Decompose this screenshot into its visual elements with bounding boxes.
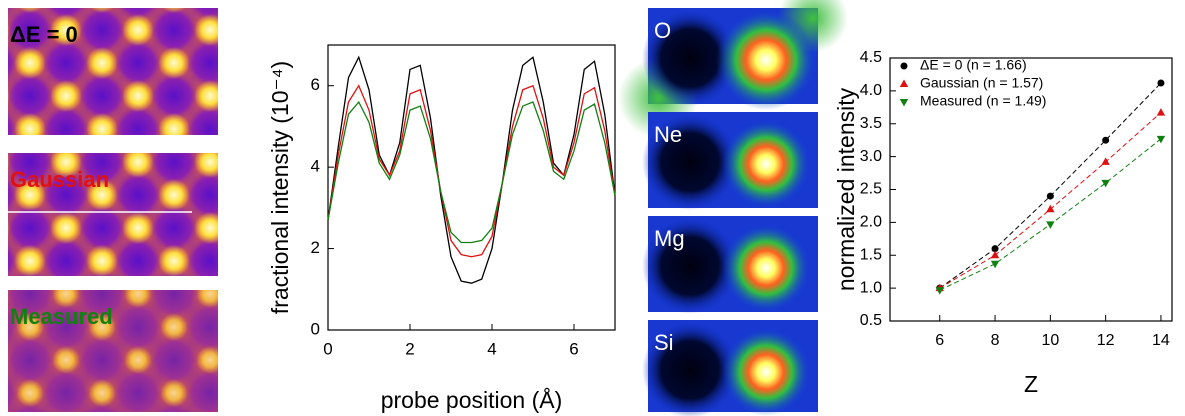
y-tick-label: 4.5 [860, 49, 882, 66]
image-panel [8, 8, 218, 135]
point [1046, 192, 1054, 200]
x-tick-label: 2 [405, 339, 414, 358]
x-tick-label: 8 [991, 332, 1000, 349]
point [1101, 179, 1110, 188]
x-tick-label: 10 [1041, 332, 1059, 349]
x-tick-label: 6 [569, 339, 578, 358]
legend-label: Gaussian (n = 1.57) [920, 75, 1043, 91]
x-tick-label: 4 [487, 339, 496, 358]
point [991, 245, 999, 253]
point [990, 260, 1000, 269]
y-tick-label: 6 [311, 75, 320, 94]
bright-spot [722, 224, 810, 312]
series-line [327, 84, 616, 258]
legend-marker [899, 99, 909, 107]
y-axis-label: fractional intensity (10⁻⁴) [267, 61, 293, 314]
series-line [327, 55, 616, 284]
x-tick-label: 0 [323, 339, 332, 358]
x-axis-label: Z [1024, 371, 1038, 397]
panel-label: Measured [10, 304, 113, 329]
point [1156, 108, 1166, 116]
y-tick-label: 0.5 [860, 312, 882, 329]
dark-spot [642, 322, 738, 416]
y-tick-label: 4 [311, 157, 320, 176]
y-tick-label: 1.0 [860, 279, 882, 296]
point [1102, 136, 1110, 144]
x-tick-label: 14 [1152, 332, 1170, 349]
right-images: O Ne Mg Si [618, 0, 848, 416]
point [1046, 221, 1055, 229]
y-tick-label: 2.0 [860, 214, 882, 231]
point [1046, 204, 1055, 213]
bright-spot [722, 120, 810, 208]
dark-spot [642, 10, 738, 106]
panel-label: Mg [654, 226, 685, 251]
point [1101, 157, 1110, 165]
y-tick-label: 2.5 [860, 181, 882, 198]
charts: 0 2 4 6 0 2 4 6 probe position (Å) fractional int… [267, 44, 1173, 413]
series-line [939, 82, 1162, 289]
legend-label: Measured (n = 1.49) [920, 93, 1046, 109]
bright-spot [722, 328, 810, 416]
legend-marker [900, 62, 908, 70]
point [935, 287, 944, 295]
y-tick-label: 2 [311, 238, 320, 257]
y-axis-label: normalized intensity [833, 87, 859, 291]
x-axis-label: probe position (Å) [381, 386, 563, 413]
x-tick-label: 6 [935, 332, 944, 349]
bright-spot [716, 10, 816, 110]
y-tick-label: 3.5 [860, 115, 882, 132]
y-tick-label: 1.5 [860, 246, 882, 263]
panel-label: O [654, 18, 671, 43]
legend-label: ΔE = 0 (n = 1.66) [920, 57, 1027, 73]
image-panel [8, 290, 218, 412]
y-tick-label: 3.0 [860, 148, 882, 165]
y-tick-label: 0 [311, 319, 320, 338]
dark-spot [642, 114, 738, 210]
panel-label: Gaussian [10, 167, 109, 192]
series-line [939, 138, 1162, 291]
plot-frame [327, 44, 616, 331]
dark-spot [642, 218, 738, 314]
image-panel [8, 153, 218, 276]
y-tick-label: 4.0 [860, 82, 882, 99]
point [990, 250, 1000, 259]
panel-label: Si [654, 330, 674, 355]
point [1156, 135, 1166, 144]
series-line [327, 100, 616, 244]
series-line [939, 112, 1162, 289]
panel-label: Ne [654, 122, 682, 147]
legend-marker [899, 79, 909, 87]
x-tick-label: 12 [1097, 332, 1115, 349]
panel-label: ΔE = 0 [10, 22, 78, 47]
left-images: ΔE = 0 Gaussian Measured [8, 8, 218, 412]
point [1157, 79, 1165, 87]
